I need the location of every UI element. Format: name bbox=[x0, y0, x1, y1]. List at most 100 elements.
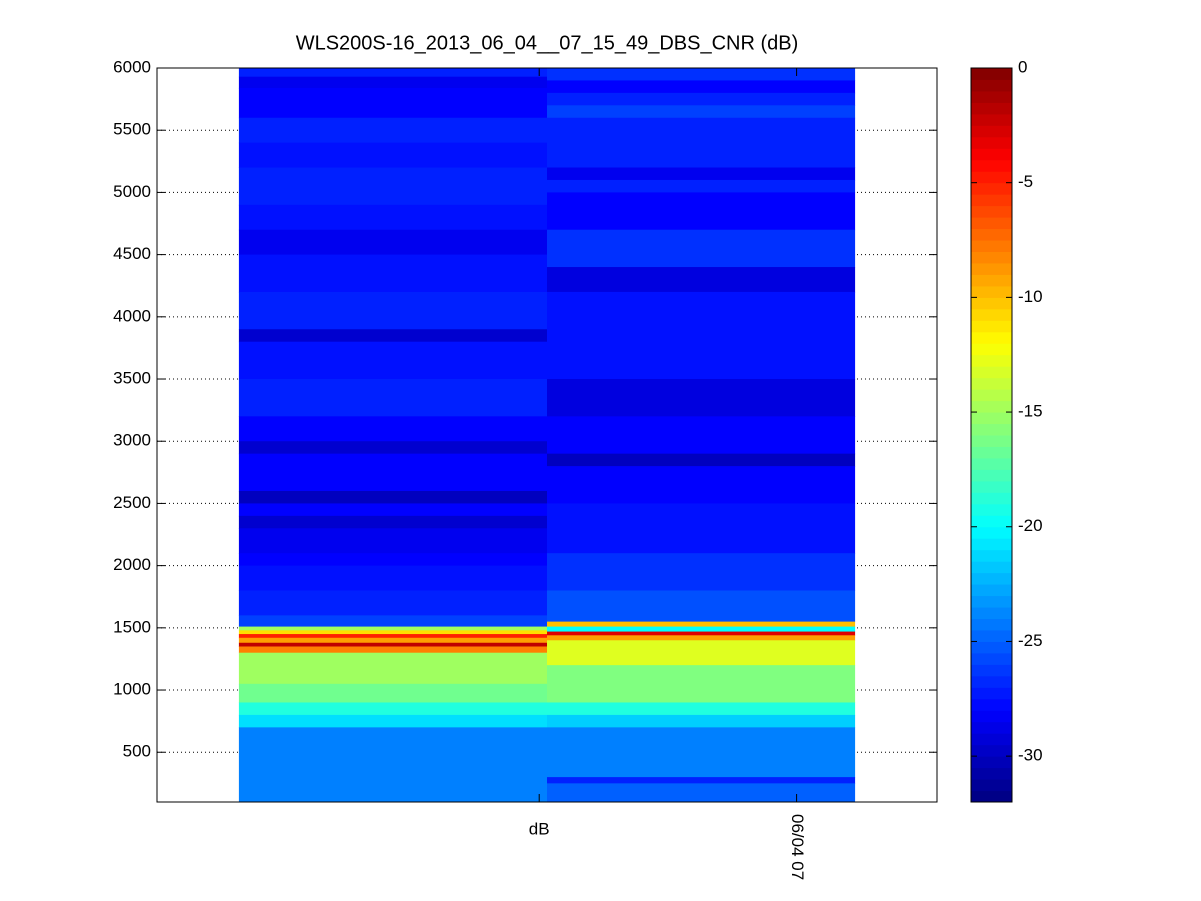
colorbar-segment bbox=[971, 136, 1012, 149]
heatmap-cell bbox=[547, 621, 856, 628]
colorbar-segment bbox=[971, 366, 1012, 379]
heatmap-cell bbox=[547, 777, 856, 784]
colorbar-segment bbox=[971, 675, 1012, 688]
heatmap-cell bbox=[547, 640, 856, 666]
heatmap-cell bbox=[547, 503, 856, 554]
heatmap-cell bbox=[238, 341, 547, 380]
heatmap-cell bbox=[547, 665, 856, 703]
heatmap-cell bbox=[238, 634, 547, 639]
y-tick-label: 4500 bbox=[113, 244, 151, 263]
colorbar-segment bbox=[971, 308, 1012, 321]
colorbar-tick-label: -30 bbox=[1018, 746, 1043, 765]
colorbar-segment bbox=[971, 68, 1012, 80]
colorbar-segment bbox=[971, 698, 1012, 711]
colorbar-segment bbox=[971, 687, 1012, 700]
colorbar-segment bbox=[971, 148, 1012, 161]
heatmap-cell bbox=[238, 167, 547, 206]
heatmap-cell bbox=[238, 683, 547, 703]
colorbar-segment bbox=[971, 767, 1012, 780]
heatmap-cell bbox=[238, 515, 547, 529]
colorbar-segment bbox=[971, 79, 1012, 92]
heatmap-cell bbox=[238, 87, 547, 119]
heatmap-cell bbox=[238, 490, 547, 504]
colorbar-segment bbox=[971, 320, 1012, 333]
colorbar-tick-label: -10 bbox=[1018, 287, 1043, 306]
heatmap-cell bbox=[547, 631, 856, 636]
heatmap-cell bbox=[547, 727, 856, 778]
colorbar-tick-label: -20 bbox=[1018, 516, 1043, 535]
colorbar-segment bbox=[971, 733, 1012, 746]
colorbar-segment bbox=[971, 595, 1012, 608]
colorbar-segment bbox=[971, 744, 1012, 757]
colorbar-segment bbox=[971, 721, 1012, 734]
heatmap-cell bbox=[547, 466, 856, 504]
colorbar-frame bbox=[970, 67, 1013, 803]
y-tick-label: 3500 bbox=[113, 369, 151, 388]
heatmap-cell bbox=[238, 565, 547, 592]
colorbar-segment bbox=[971, 182, 1012, 195]
colorbar-segment bbox=[971, 262, 1012, 275]
colorbar-tick-label: -25 bbox=[1018, 631, 1043, 650]
heatmap-cell bbox=[547, 192, 856, 231]
colorbar-segment bbox=[971, 480, 1012, 493]
heatmap-cell bbox=[238, 254, 547, 293]
colorbar-segment bbox=[971, 102, 1012, 115]
heatmap-cell bbox=[547, 167, 856, 181]
heatmap-cell bbox=[238, 204, 547, 231]
colorbar-segment bbox=[971, 503, 1012, 516]
colorbar-segment bbox=[971, 228, 1012, 241]
colorbar-segment bbox=[971, 159, 1012, 172]
colorbar-segment bbox=[971, 618, 1012, 631]
y-tick-label: 6000 bbox=[113, 57, 151, 76]
colorbar-segment bbox=[971, 354, 1012, 367]
heatmap-cell bbox=[238, 652, 547, 685]
heatmap-cell bbox=[238, 637, 547, 644]
colorbar-segment bbox=[971, 331, 1012, 344]
colorbar-segment bbox=[971, 779, 1012, 792]
colorbar-segment bbox=[971, 457, 1012, 470]
heatmap-cell bbox=[547, 626, 856, 633]
colorbar-segment bbox=[971, 113, 1012, 126]
heatmap-cell bbox=[238, 727, 547, 803]
colorbar-segment bbox=[971, 412, 1012, 425]
heatmap-cell bbox=[238, 646, 547, 654]
heatmap-cell bbox=[238, 416, 547, 442]
heatmap-cell bbox=[547, 229, 856, 268]
heatmap-cell bbox=[547, 379, 856, 417]
heatmap-cell bbox=[238, 329, 547, 343]
heatmap-cell bbox=[547, 702, 856, 716]
colorbar-segment bbox=[971, 377, 1012, 390]
y-tick-label: 5500 bbox=[113, 120, 151, 139]
heatmap-cell bbox=[547, 291, 856, 380]
heatmap-cell bbox=[238, 553, 547, 567]
colorbar-segment bbox=[971, 274, 1012, 287]
colorbar-segment bbox=[971, 171, 1012, 184]
colorbar-segment bbox=[971, 641, 1012, 654]
colorbar-segment bbox=[971, 526, 1012, 539]
y-tick-label: 1000 bbox=[113, 680, 151, 699]
heatmap-cell bbox=[238, 76, 547, 89]
heatmap-cell bbox=[238, 441, 547, 455]
colorbar-segment bbox=[971, 572, 1012, 585]
y-tick-label: 3000 bbox=[113, 431, 151, 450]
y-tick-label: 4000 bbox=[113, 306, 151, 325]
heatmap-cell bbox=[547, 179, 856, 193]
colorbar-segment bbox=[971, 584, 1012, 597]
colorbar-segment bbox=[971, 756, 1012, 769]
heatmap-cell bbox=[238, 379, 547, 417]
colorbar-segment bbox=[971, 561, 1012, 574]
heatmap-cell bbox=[238, 291, 547, 330]
heatmap-cell bbox=[238, 702, 547, 716]
colorbar-segment bbox=[971, 423, 1012, 436]
colorbar-segment bbox=[971, 90, 1012, 103]
colorbar-tick-label: -5 bbox=[1018, 172, 1033, 191]
heatmap-cell bbox=[238, 503, 547, 517]
x-tick-label: dB bbox=[529, 819, 550, 838]
heatmap-cell bbox=[547, 783, 856, 803]
chart-title: WLS200S-16_2013_06_04__07_15_49_DBS_CNR … bbox=[296, 32, 799, 54]
colorbar-tick-label: 0 bbox=[1018, 57, 1027, 76]
colorbar-segment bbox=[971, 194, 1012, 207]
colorbar-segment bbox=[971, 343, 1012, 356]
heatmap-cell bbox=[238, 626, 547, 631]
